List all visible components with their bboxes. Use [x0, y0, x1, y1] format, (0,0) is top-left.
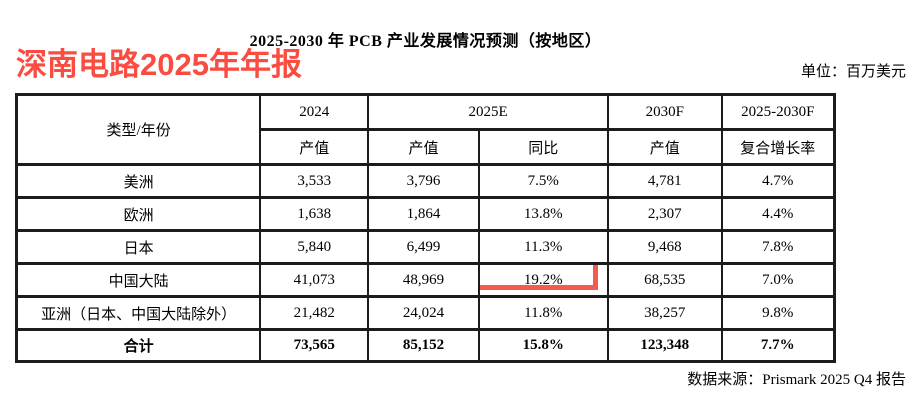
header-cagr: 复合增长率	[720, 128, 836, 166]
cell-yoy: 13.8%	[477, 196, 609, 232]
row-label: 合计	[15, 328, 262, 363]
header-output-2025e: 产值	[367, 128, 480, 166]
cell-yoy-highlighted: 19.2%	[477, 262, 609, 298]
table-row-asia-others: 亚洲（日本、中国大陆除外） 21,482 24,024 11.8% 38,257…	[15, 295, 836, 331]
cell-2024-output: 1,638	[259, 196, 370, 232]
cell-cagr: 4.7%	[720, 163, 836, 199]
cell-cagr: 9.8%	[720, 295, 836, 331]
cell-2024-output: 3,533	[259, 163, 370, 199]
table-row-total: 合计 73,565 85,152 15.8% 123,348 7.7%	[15, 328, 836, 363]
table-row-china-mainland: 中国大陆 41,073 48,969 19.2% 68,535 7.0%	[15, 262, 836, 298]
header-row-metrics: 产值 产值 同比 产值 复合增长率	[17, 128, 836, 166]
cell-cagr: 7.7%	[720, 328, 836, 363]
header-row-years: 类型/年份 2024 2025E 2030F 2025-2030F	[15, 93, 836, 166]
header-output-2024: 产值	[259, 128, 370, 166]
cell-yoy: 11.8%	[477, 295, 609, 331]
table-row-europe: 欧洲 1,638 1,864 13.8% 2,307 4.4%	[15, 196, 836, 232]
cell-2030f-output: 68,535	[606, 262, 723, 298]
data-source-label: 数据来源：Prismark 2025 Q4 报告	[687, 372, 906, 388]
header-2024: 2024	[259, 93, 370, 131]
cell-cagr: 7.0%	[720, 262, 836, 298]
report-annotation-text: 深南电路2025年年报	[16, 47, 302, 82]
cell-2024-output: 21,482	[259, 295, 370, 331]
cell-2024-output: 5,840	[259, 229, 370, 265]
cell-2030f-output: 4,781	[606, 163, 723, 199]
row-label: 美洲	[15, 163, 262, 199]
table-row-japan: 日本 5,840 6,499 11.3% 9,468 7.8%	[15, 229, 836, 265]
header-yoy: 同比	[477, 128, 609, 166]
cell-2024-output: 73,565	[259, 328, 370, 363]
header-2025-2030f: 2025-2030F	[720, 93, 836, 131]
header-2025e: 2025E	[367, 93, 609, 131]
cell-yoy: 15.8%	[477, 328, 609, 363]
cell-2025e-output: 85,152	[367, 328, 480, 363]
cell-2024-output: 41,073	[259, 262, 370, 298]
cell-2030f-output: 2,307	[606, 196, 723, 232]
table-row-americas: 美洲 3,533 3,796 7.5% 4,781 4.7%	[15, 163, 836, 199]
cell-yoy: 7.5%	[477, 163, 609, 199]
cell-cagr: 7.8%	[720, 229, 836, 265]
cell-2025e-output: 24,024	[367, 295, 480, 331]
row-label: 日本	[15, 229, 262, 265]
pcb-forecast-table: 类型/年份 2024 2025E 2030F 2025-2030F 产值 产值 …	[15, 93, 836, 363]
row-label: 中国大陆	[15, 262, 262, 298]
cell-yoy: 11.3%	[477, 229, 609, 265]
yoy-value: 19.2%	[523, 271, 563, 288]
header-type-year: 类型/年份	[15, 93, 262, 166]
cell-2025e-output: 3,796	[367, 163, 480, 199]
cell-2030f-output: 38,257	[606, 295, 723, 331]
cell-2025e-output: 1,864	[367, 196, 480, 232]
unit-label: 单位：百万美元	[800, 64, 906, 80]
row-label: 亚洲（日本、中国大陆除外）	[15, 295, 262, 331]
cell-2025e-output: 6,499	[367, 229, 480, 265]
header-output-2030f: 产值	[606, 128, 723, 166]
row-label: 欧洲	[15, 196, 262, 232]
cell-2030f-output: 123,348	[606, 328, 723, 363]
cell-2030f-output: 9,468	[606, 229, 723, 265]
cell-cagr: 4.4%	[720, 196, 836, 232]
header-2030f: 2030F	[606, 93, 723, 131]
page-title: 2025-2030 年 PCB 产业发展情况预测（按地区）	[249, 33, 602, 50]
cell-2025e-output: 48,969	[367, 262, 480, 298]
